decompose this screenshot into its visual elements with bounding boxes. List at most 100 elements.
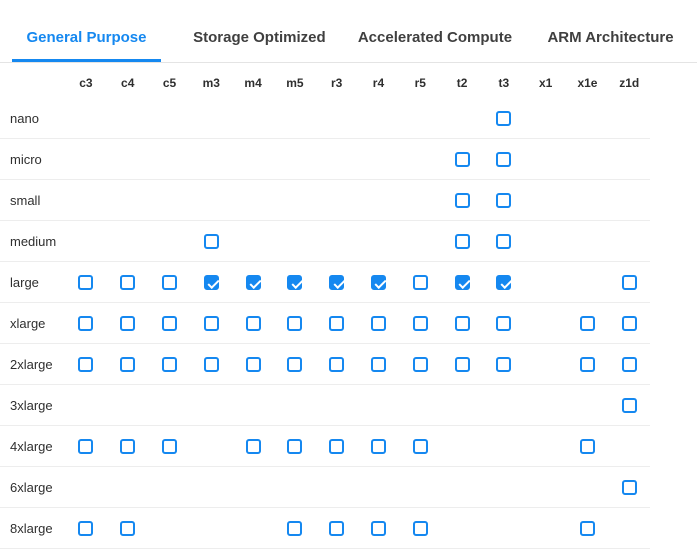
cell-large-r5 xyxy=(399,262,441,302)
checkbox-micro-t2[interactable] xyxy=(454,151,470,167)
checkbox-medium-t2[interactable] xyxy=(454,233,470,249)
checkbox-large-t3[interactable] xyxy=(496,274,512,290)
checkbox-xlarge-r5[interactable] xyxy=(412,315,428,331)
checkbox-small-t3[interactable] xyxy=(496,192,512,208)
cell-4xlarge-m3 xyxy=(190,426,232,466)
checkbox-large-m4[interactable] xyxy=(245,274,261,290)
checkbox-2xlarge-t3[interactable] xyxy=(496,356,512,372)
checkbox-small-t2[interactable] xyxy=(454,192,470,208)
row-label: 8xlarge xyxy=(10,520,53,536)
checkbox-medium-t3[interactable] xyxy=(496,233,512,249)
checkbox-8xlarge-r3[interactable] xyxy=(329,520,345,536)
checkbox-6xlarge-z1d[interactable] xyxy=(621,479,637,495)
checkbox-large-r5[interactable] xyxy=(412,274,428,290)
checkbox-2xlarge-c4[interactable] xyxy=(120,356,136,372)
checkbox-8xlarge-r4[interactable] xyxy=(370,520,386,536)
checkbox-8xlarge-m5[interactable] xyxy=(287,520,303,536)
checkbox-2xlarge-c5[interactable] xyxy=(161,356,177,372)
checkbox-4xlarge-m5[interactable] xyxy=(287,438,303,454)
checkbox-xlarge-t3[interactable] xyxy=(496,315,512,331)
cell-medium-t2 xyxy=(441,221,483,261)
cell-2xlarge-m4 xyxy=(232,344,274,384)
cell-medium-r4 xyxy=(358,221,400,261)
checkbox-8xlarge-c4[interactable] xyxy=(120,520,136,536)
checkbox-large-c4[interactable] xyxy=(120,274,136,290)
tab-arm-architecture[interactable]: ARM Architecture xyxy=(547,29,674,46)
checkbox-4xlarge-c4[interactable] xyxy=(120,438,136,454)
checkbox-xlarge-t2[interactable] xyxy=(454,315,470,331)
checkbox-2xlarge-m4[interactable] xyxy=(245,356,261,372)
checkbox-4xlarge-c5[interactable] xyxy=(161,438,177,454)
checkbox-2xlarge-r3[interactable] xyxy=(329,356,345,372)
checkbox-large-m5[interactable] xyxy=(287,274,303,290)
checkbox-xlarge-c3[interactable] xyxy=(78,315,94,331)
table-row-8xlarge: 8xlarge xyxy=(0,508,650,549)
column-header-t2: t2 xyxy=(456,76,468,90)
cell-medium-c3 xyxy=(65,221,107,261)
cell-3xlarge-c3 xyxy=(65,385,107,425)
checkbox-large-z1d[interactable] xyxy=(621,274,637,290)
cell-nano-m4 xyxy=(232,98,274,138)
table-row-nano: nano xyxy=(0,98,650,139)
checkbox-nano-t3[interactable] xyxy=(496,110,512,126)
cell-3xlarge-x1 xyxy=(525,385,567,425)
checkbox-2xlarge-z1d[interactable] xyxy=(621,356,637,372)
checkbox-xlarge-z1d[interactable] xyxy=(621,315,637,331)
cell-4xlarge-x1 xyxy=(525,426,567,466)
cell-large-t2 xyxy=(441,262,483,302)
cell-nano-m5 xyxy=(274,98,316,138)
checkbox-2xlarge-m3[interactable] xyxy=(203,356,219,372)
checkbox-xlarge-c4[interactable] xyxy=(120,315,136,331)
checkbox-large-t2[interactable] xyxy=(454,274,470,290)
checkbox-2xlarge-r4[interactable] xyxy=(370,356,386,372)
checkbox-4xlarge-r3[interactable] xyxy=(329,438,345,454)
checkbox-4xlarge-x1e[interactable] xyxy=(579,438,595,454)
checkbox-xlarge-r3[interactable] xyxy=(329,315,345,331)
cell-micro-m3 xyxy=(190,139,232,179)
tab-storage-optimized[interactable]: Storage Optimized xyxy=(193,29,326,46)
checkbox-2xlarge-t2[interactable] xyxy=(454,356,470,372)
checkbox-4xlarge-r5[interactable] xyxy=(412,438,428,454)
checkbox-8xlarge-x1e[interactable] xyxy=(579,520,595,536)
checkbox-4xlarge-m4[interactable] xyxy=(245,438,261,454)
checkbox-8xlarge-c3[interactable] xyxy=(78,520,94,536)
table-row-medium: medium xyxy=(0,221,650,262)
cell-small-r5 xyxy=(399,180,441,220)
checkbox-xlarge-c5[interactable] xyxy=(161,315,177,331)
checkbox-2xlarge-r5[interactable] xyxy=(412,356,428,372)
cell-large-m5 xyxy=(274,262,316,302)
checkbox-xlarge-x1e[interactable] xyxy=(579,315,595,331)
checkbox-medium-m3[interactable] xyxy=(203,233,219,249)
checkbox-xlarge-m4[interactable] xyxy=(245,315,261,331)
instance-type-grid: c3 c4 c5 m3 m4 m5 r3 r4 r5 t2 t3 x1 x1e z1d nano micro… xyxy=(0,68,650,549)
checkbox-large-c5[interactable] xyxy=(161,274,177,290)
tab-accelerated-compute[interactable]: Accelerated Compute xyxy=(357,29,513,46)
checkbox-2xlarge-x1e[interactable] xyxy=(579,356,595,372)
checkbox-xlarge-r4[interactable] xyxy=(370,315,386,331)
cell-2xlarge-r3 xyxy=(316,344,358,384)
checkbox-large-r3[interactable] xyxy=(329,274,345,290)
cell-8xlarge-m3 xyxy=(190,508,232,548)
checkbox-xlarge-m3[interactable] xyxy=(203,315,219,331)
cell-4xlarge-m5 xyxy=(274,426,316,466)
cell-small-m4 xyxy=(232,180,274,220)
checkbox-micro-t3[interactable] xyxy=(496,151,512,167)
checkbox-4xlarge-c3[interactable] xyxy=(78,438,94,454)
cell-2xlarge-t3 xyxy=(483,344,525,384)
checkbox-3xlarge-z1d[interactable] xyxy=(621,397,637,413)
row-label: micro xyxy=(10,151,42,167)
checkbox-8xlarge-r5[interactable] xyxy=(412,520,428,536)
cell-8xlarge-x1e xyxy=(567,508,609,548)
checkbox-4xlarge-r4[interactable] xyxy=(370,438,386,454)
checkbox-xlarge-m5[interactable] xyxy=(287,315,303,331)
cell-6xlarge-r4 xyxy=(358,467,400,507)
checkbox-large-c3[interactable] xyxy=(78,274,94,290)
tab-general-purpose[interactable]: General Purpose xyxy=(12,0,161,62)
cell-2xlarge-c3 xyxy=(65,344,107,384)
checkbox-2xlarge-m5[interactable] xyxy=(287,356,303,372)
cell-small-x1 xyxy=(525,180,567,220)
checkbox-2xlarge-c3[interactable] xyxy=(78,356,94,372)
checkbox-large-m3[interactable] xyxy=(203,274,219,290)
checkbox-large-r4[interactable] xyxy=(370,274,386,290)
cell-small-r4 xyxy=(358,180,400,220)
